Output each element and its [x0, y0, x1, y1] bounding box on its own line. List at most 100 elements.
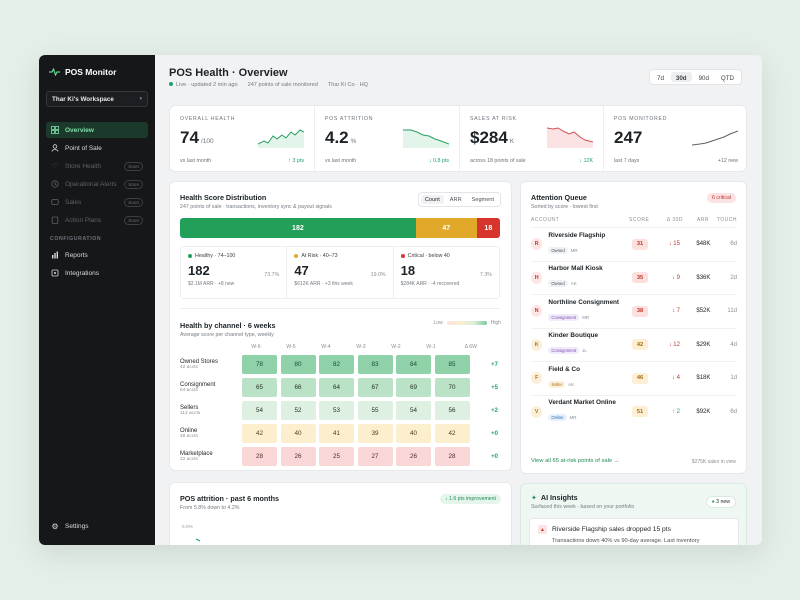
soon-badge: Soon	[124, 215, 143, 225]
nav-item-sales[interactable]: Sales Soon	[46, 194, 148, 210]
account-avatar: K	[531, 338, 543, 351]
heatmap-cell[interactable]: 69	[396, 378, 431, 397]
queue-row[interactable]: H Harbor Mall Kiosk Owned AK 35 ↓ 9 $36K 2d	[531, 260, 737, 294]
kpi-foot: across 18 points of sale	[470, 158, 526, 164]
heatmap-cell[interactable]: 85	[434, 355, 470, 374]
account-avatar: H	[531, 271, 543, 284]
heatmap-cell[interactable]: 26	[280, 447, 316, 466]
attention-queue-card: Attention Queue Sorted by score · lowest…	[520, 181, 747, 474]
nav-item-store-health[interactable]: ♡ Store Health Soon	[46, 158, 148, 174]
heatmap-cell[interactable]: 52	[280, 401, 316, 420]
heatmap-cell[interactable]: 80	[280, 355, 316, 374]
nav-item-integrations[interactable]: Integrations	[46, 265, 148, 281]
nav-label: Reports	[65, 251, 88, 259]
heatmap-cell[interactable]: 83	[357, 355, 393, 374]
nav-item-overview[interactable]: Overview	[46, 122, 148, 138]
queue-row[interactable]: F Field & Co Seller AK 46 ↓ 4 $18K 1d	[531, 361, 737, 394]
risk-sparkline	[547, 127, 593, 148]
heatmap-cell[interactable]: 84	[396, 355, 431, 374]
channel-tag: Owned	[548, 246, 568, 254]
queue-row[interactable]: V Verdant Market Online Online MR 51 ↑ 2 $92K 6…	[531, 394, 737, 428]
heatmap-cell[interactable]: 56	[434, 401, 470, 420]
heatmap-cell[interactable]: 28	[434, 447, 470, 466]
account-name: Riverside Flagship	[548, 231, 606, 239]
nav-item-point-of-sale[interactable]: Point of Sale	[46, 140, 148, 156]
channel-tag: Owned	[548, 280, 568, 287]
heatmap-cell[interactable]: 39	[357, 424, 393, 443]
tab-segment[interactable]: Segment	[471, 197, 494, 203]
queue-row[interactable]: N Northline Consignment Consignment MR 38 ↓ 7…	[531, 294, 737, 327]
bin-at-risk[interactable]: At Risk · 40–73 47 19.0% $612K ARR · +3 …	[287, 247, 394, 298]
score-delta: ↓ 4	[671, 375, 680, 381]
heatmap-cell[interactable]: 82	[319, 355, 354, 374]
account-info: Northline Consignment Consignment MR	[548, 299, 628, 324]
tab-arr[interactable]: ARR	[449, 197, 462, 203]
owner-initials: MR	[582, 314, 590, 320]
tab-count[interactable]: Count	[420, 195, 444, 204]
heatmap-cell[interactable]: 41	[319, 424, 354, 443]
heatmap-cell[interactable]: 27	[357, 447, 393, 466]
monitored-sparkline	[692, 130, 738, 146]
range-30d[interactable]: 30d	[670, 72, 692, 82]
bin-label: At Risk · 40–73	[301, 253, 338, 259]
kpi-label: OVERALL HEALTH	[180, 116, 236, 122]
delta-header: Δ 6W	[464, 344, 477, 350]
score-delta: ↓ 7	[671, 308, 680, 314]
channel-delta: +0	[491, 453, 498, 460]
view-all-link[interactable]: View all 65 at-risk points of sale →	[531, 458, 620, 464]
heatmap-cell[interactable]: 64	[319, 378, 354, 397]
healthy-dot-icon	[188, 254, 192, 258]
nav-item-settings[interactable]: ⚙ Settings	[46, 518, 148, 534]
workspace-selector[interactable]: Thar Ki's Workspace ▾	[46, 91, 148, 107]
heatmap-cell[interactable]: 26	[396, 447, 431, 466]
tag-icon	[51, 198, 59, 206]
nav-item-action-plans[interactable]: Action Plans Soon	[46, 212, 148, 228]
heatmap-cell[interactable]: 53	[319, 401, 354, 420]
nav-label: Settings	[65, 522, 89, 530]
bin-pct: 19.0%	[370, 272, 386, 278]
heatmap-cell[interactable]: 54	[396, 401, 431, 420]
account-avatar: V	[531, 405, 543, 418]
insight-item[interactable]: ▲ Riverside Flagship sales dropped 15 pt…	[529, 518, 739, 545]
bin-sub: $612K ARR · +3 this week	[294, 281, 353, 287]
heatmap-cell[interactable]: 25	[319, 447, 354, 466]
distribution-segment[interactable]: 18	[476, 218, 500, 238]
account-info: Verdant Market Online Online MR	[548, 399, 628, 424]
queue-row[interactable]: R Riverside Flagship Owned MR 31 ↓ 15 $48K 6d	[531, 227, 737, 260]
gear-icon: ⚙	[51, 521, 59, 531]
sparkle-icon: ✦	[531, 494, 537, 502]
heatmap-cell[interactable]: 54	[242, 401, 277, 420]
account-name: Harbor Mall Kiosk	[548, 265, 603, 272]
week-label: W-5	[286, 344, 296, 350]
heatmap-cell[interactable]: 70	[434, 378, 470, 397]
nav-item-operational-alerts[interactable]: Operational Alerts Soon	[46, 176, 148, 192]
bin-healthy[interactable]: Healthy · 74–100 182 73.7% $2.1M ARR · +…	[181, 247, 288, 298]
heatmap-cell[interactable]: 40	[396, 424, 431, 443]
heatmap-cell[interactable]: 66	[280, 378, 316, 397]
nav-item-reports[interactable]: Reports	[46, 247, 148, 263]
distribution-segment[interactable]: 47	[415, 218, 477, 238]
kpi-value: 74/100	[180, 128, 214, 147]
heatmap-cell[interactable]: 55	[357, 401, 393, 420]
kpi-value: 247	[614, 128, 643, 147]
queue-row[interactable]: K Kinder Boutique Consignment JL 42 ↓ 12 $29K 4…	[531, 327, 737, 361]
range-qtd[interactable]: QTD	[720, 75, 734, 82]
heatmap-cell[interactable]: 67	[357, 378, 393, 397]
app-window: POS Monitor Thar Ki's Workspace ▾ Overvi…	[39, 55, 762, 545]
heatmap-cell[interactable]: 65	[242, 378, 277, 397]
range-selector: 7d 30d 90d QTD	[649, 69, 742, 85]
attrition-sparkline	[403, 129, 449, 148]
heatmap-cell[interactable]: 78	[242, 355, 277, 374]
heatmap-cell[interactable]: 42	[242, 424, 277, 443]
heatmap-cell[interactable]: 42	[434, 424, 470, 443]
channel-heatmap: W-6 W-5 W-4 W-3 W-2 W-1 Δ 6W Owned Stores 42 acc…	[180, 344, 500, 468]
heatmap-cell[interactable]: 28	[242, 447, 277, 466]
soon-badge: Soon	[124, 197, 143, 207]
range-90d[interactable]: 90d	[698, 75, 709, 82]
bin-critical[interactable]: Critical · below 40 18 7.3% $284K ARR · …	[394, 247, 499, 298]
distribution-segment[interactable]: 182	[180, 218, 416, 238]
heatmap-cell[interactable]: 40	[280, 424, 316, 443]
kpi-overall-health: OVERALL HEALTH 74/100 vs last month ↑ 3 …	[170, 106, 315, 171]
range-7d[interactable]: 7d	[657, 75, 664, 82]
bin-value: 47	[294, 263, 309, 278]
